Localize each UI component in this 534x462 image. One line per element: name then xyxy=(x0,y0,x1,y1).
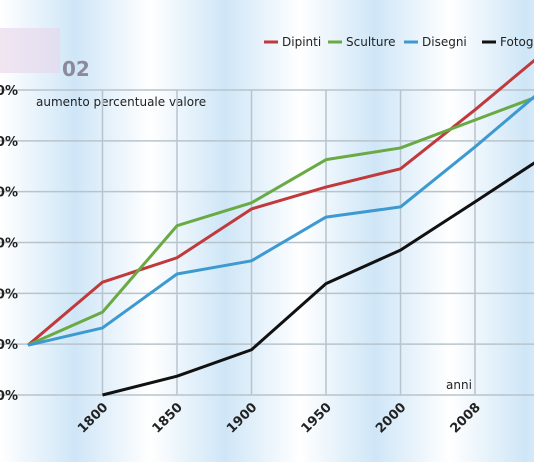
annotation: anni xyxy=(446,378,472,392)
annotation: aumento percentuale valore xyxy=(36,95,206,109)
series-line xyxy=(102,161,534,397)
legend-label: Sculture xyxy=(346,35,396,49)
y-tick-label: 400% xyxy=(0,186,18,201)
logo: 02 xyxy=(0,28,90,81)
logo-text: 02 xyxy=(62,57,90,81)
legend-label: Dipinti xyxy=(282,35,321,49)
y-tick-label: 500% xyxy=(0,135,18,150)
y-tick-label: 600% xyxy=(0,84,18,99)
series-line xyxy=(27,58,534,347)
y-tick-label: 0% xyxy=(0,389,18,404)
series-line xyxy=(27,96,534,347)
legend-label: Fotografia xyxy=(500,35,534,49)
series-line xyxy=(27,95,534,347)
legend-label: Disegni xyxy=(422,35,467,49)
y-tick-label: 300% xyxy=(0,237,18,252)
y-tick-label: 100% xyxy=(0,338,18,353)
y-tick-label: 200% xyxy=(0,287,18,302)
